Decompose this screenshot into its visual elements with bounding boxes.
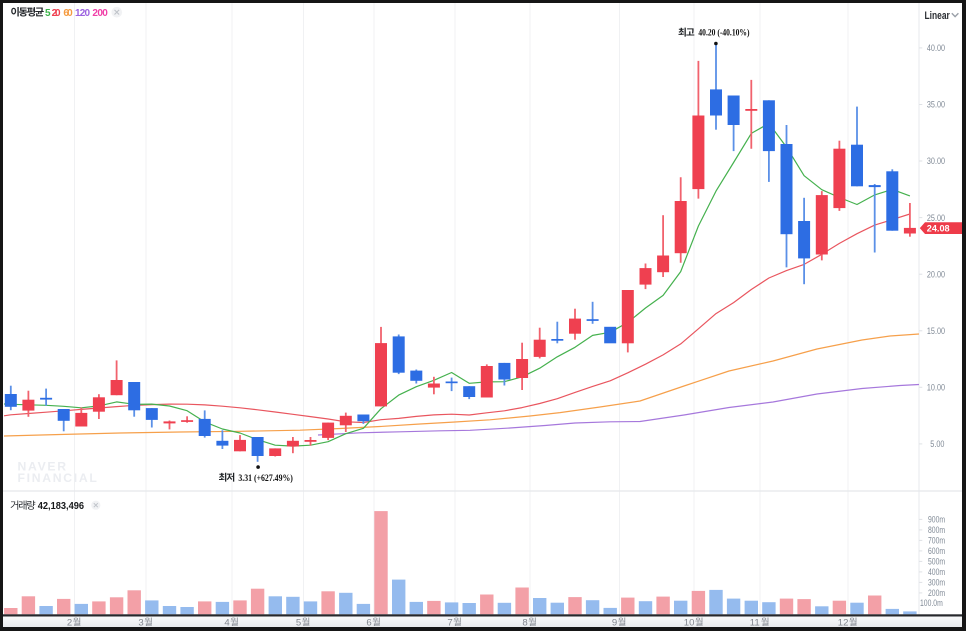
svg-text:100.0m: 100.0m	[920, 598, 943, 608]
svg-text:9: 9	[612, 617, 617, 628]
svg-text:FINANCIAL: FINANCIAL	[18, 471, 99, 485]
svg-text:35.00: 35.00	[927, 99, 945, 110]
svg-text:2: 2	[67, 617, 72, 628]
svg-text:6: 6	[366, 617, 371, 628]
svg-text:40.20 (-40.10%): 40.20 (-40.10%)	[698, 28, 749, 39]
svg-text:400m: 400m	[928, 567, 945, 577]
svg-text:900m: 900m	[928, 515, 945, 525]
svg-text:3.31 (+627.49%): 3.31 (+627.49%)	[238, 473, 293, 484]
svg-text:8: 8	[522, 617, 527, 628]
svg-text:20: 20	[52, 8, 61, 19]
svg-text:200m: 200m	[928, 588, 945, 598]
svg-text:20.00: 20.00	[927, 268, 945, 279]
svg-text:10: 10	[684, 617, 695, 628]
svg-text:120: 120	[75, 8, 90, 19]
svg-text:5.00: 5.00	[930, 438, 944, 449]
svg-text:15.00: 15.00	[927, 325, 945, 336]
svg-text:11: 11	[750, 617, 760, 628]
svg-text:24.08: 24.08	[927, 224, 950, 234]
svg-text:200: 200	[92, 8, 108, 19]
svg-text:5: 5	[45, 8, 51, 19]
svg-text:500m: 500m	[928, 557, 945, 567]
svg-text:600m: 600m	[928, 546, 945, 556]
svg-text:700m: 700m	[928, 536, 945, 546]
svg-text:60: 60	[63, 8, 73, 19]
svg-text:NAVER: NAVER	[18, 460, 68, 474]
svg-text:25.00: 25.00	[927, 212, 945, 223]
svg-text:40.00: 40.00	[927, 42, 945, 53]
svg-text:300m: 300m	[928, 578, 945, 588]
svg-text:42,183,496: 42,183,496	[38, 501, 85, 512]
svg-text:7: 7	[447, 617, 452, 628]
svg-text:30.00: 30.00	[927, 155, 945, 166]
svg-text:3: 3	[138, 617, 143, 628]
svg-text:12: 12	[838, 617, 849, 628]
svg-text:Linear: Linear	[925, 10, 951, 22]
svg-text:5: 5	[296, 617, 301, 628]
svg-text:10.00: 10.00	[927, 382, 945, 393]
svg-text:800m: 800m	[928, 525, 945, 535]
svg-text:4: 4	[224, 617, 230, 628]
